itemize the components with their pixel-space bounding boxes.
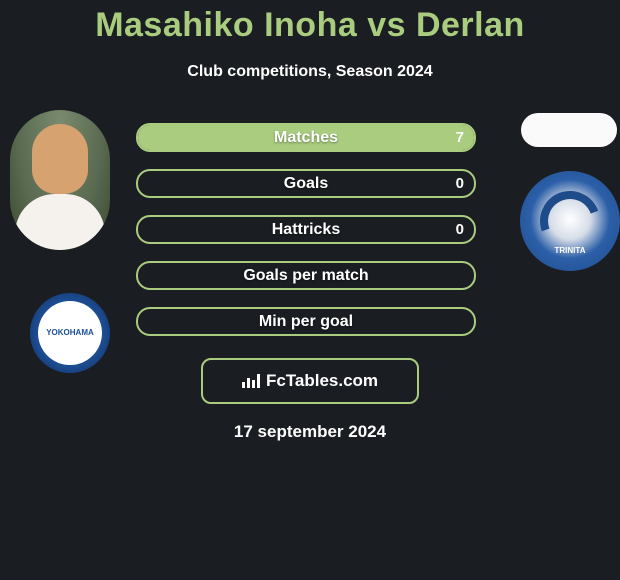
- stat-label: Goals per match: [243, 267, 368, 285]
- footer-date: 17 september 2024: [0, 422, 620, 442]
- stat-label: Goals: [284, 175, 328, 193]
- player-left-avatar: [10, 110, 110, 250]
- stat-bar-goals-per-match: Goals per match: [136, 261, 476, 290]
- player-right-avatar-placeholder: [521, 113, 617, 147]
- page-title: Masahiko Inoha vs Derlan: [0, 0, 620, 45]
- avatar-shirt: [15, 194, 105, 250]
- stat-value-right: 0: [456, 175, 464, 192]
- comparison-content: YOKOHAMA TRINITA Matches 7 Goals 0 Hattr…: [0, 123, 620, 336]
- stat-label: Matches: [274, 129, 338, 147]
- club-badge-right: TRINITA: [520, 171, 620, 271]
- stat-value-right: 7: [456, 129, 464, 146]
- stat-bar-min-per-goal: Min per goal: [136, 307, 476, 336]
- avatar-face: [32, 124, 88, 194]
- stat-bar-hattricks: Hattricks 0: [136, 215, 476, 244]
- footer-brand-text: FcTables.com: [266, 371, 378, 391]
- stat-bars: Matches 7 Goals 0 Hattricks 0 Goals per …: [136, 123, 476, 336]
- stat-bar-goals: Goals 0: [136, 169, 476, 198]
- footer-brand-box: FcTables.com: [201, 358, 419, 404]
- stat-label: Hattricks: [272, 221, 340, 239]
- club-badge-left: YOKOHAMA: [30, 293, 110, 373]
- stat-value-right: 0: [456, 221, 464, 238]
- chart-icon: [242, 374, 260, 388]
- club-badge-left-label: YOKOHAMA: [38, 301, 102, 365]
- club-badge-right-label: TRINITA: [555, 246, 586, 255]
- stat-bar-matches: Matches 7: [136, 123, 476, 152]
- page-subtitle: Club competitions, Season 2024: [0, 63, 620, 81]
- stat-label: Min per goal: [259, 313, 353, 331]
